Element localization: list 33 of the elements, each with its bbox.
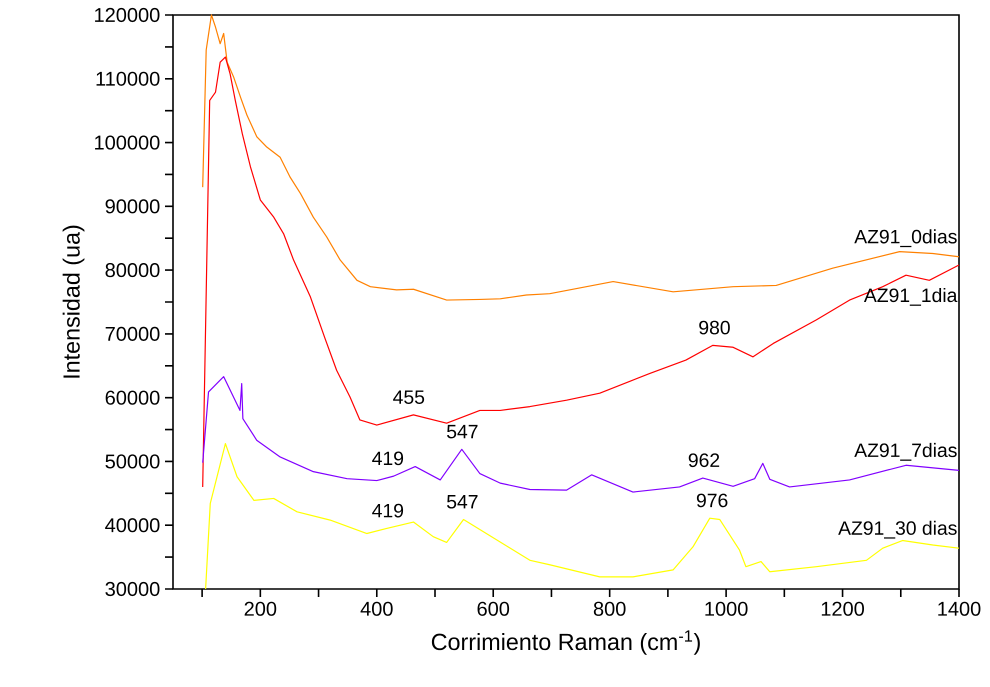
annotation: 547 <box>447 424 478 438</box>
x-tick-label: 200 <box>244 602 276 616</box>
y-tick-label: 50000 <box>105 454 160 469</box>
line-series <box>202 376 960 493</box>
line-series <box>202 56 960 488</box>
y-axis-title: Intensidad (ua) <box>62 226 84 378</box>
series-label: AZ91_30 dias <box>838 520 957 539</box>
annotation: 419 <box>372 451 404 466</box>
y-tick-label: 120000 <box>95 8 160 22</box>
annotation: 455 <box>393 390 424 404</box>
x-axis-title: Corrimiento Raman (cm$^{-1}$) <box>432 630 700 655</box>
x-tick-label: 800 <box>594 602 626 616</box>
y-tick-label: 80000 <box>106 263 160 278</box>
annotation: 419 <box>372 504 404 518</box>
annotation: 547 <box>447 495 478 509</box>
annotation: 980 <box>699 320 730 334</box>
x-tick-label: 1000 <box>705 602 748 616</box>
y-tick-label: 60000 <box>106 390 160 405</box>
y-tick-label: 30000 <box>105 582 160 596</box>
y-tick-label: 110000 <box>96 72 160 86</box>
series-label: AZ91_7dias <box>854 442 957 461</box>
x-tick-label: 1400 <box>938 602 980 616</box>
x-tick-label: 1200 <box>822 602 864 616</box>
annotation: 962 <box>688 453 720 468</box>
series-label: AZ91_1dia <box>864 288 958 306</box>
annotation: 976 <box>696 494 728 508</box>
x-tick-label: 600 <box>478 602 510 616</box>
series-label: AZ91_0dias <box>854 229 957 248</box>
y-tick-label: 40000 <box>105 518 160 532</box>
x-tick-label: 400 <box>360 602 393 616</box>
y-tick-label: 90000 <box>106 199 160 214</box>
y-tick-label: 70000 <box>106 326 160 341</box>
y-tick-label: 100000 <box>95 135 160 150</box>
